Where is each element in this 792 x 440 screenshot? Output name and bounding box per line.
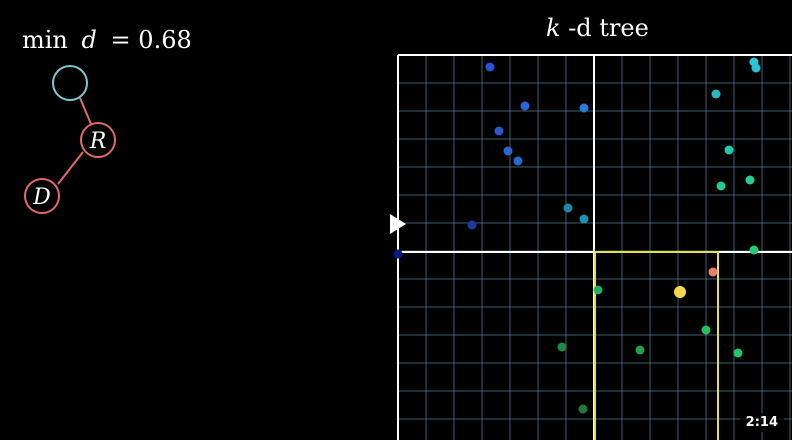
data-point xyxy=(579,214,589,224)
kd-plot xyxy=(393,54,792,440)
data-point xyxy=(578,404,588,414)
tree-diagram: R D xyxy=(24,65,116,214)
title-k: k xyxy=(546,14,561,42)
play-icon[interactable] xyxy=(386,210,410,238)
data-point xyxy=(563,203,573,213)
tree-edge-root-r xyxy=(79,97,92,125)
data-point xyxy=(749,245,759,255)
kd-tree-title: k -d tree xyxy=(546,14,649,42)
data-point xyxy=(724,145,734,155)
min-distance-label: min d = 0.68 xyxy=(22,26,192,54)
query-region-box xyxy=(594,251,719,440)
data-point xyxy=(503,146,513,156)
video-timestamp: 2:14 xyxy=(739,413,784,432)
data-point xyxy=(579,103,589,113)
tree-node-root xyxy=(52,65,88,101)
min-equals: = xyxy=(111,26,131,54)
tree-node-d xyxy=(24,178,60,214)
min-text: min xyxy=(22,26,68,54)
min-var: d xyxy=(82,26,97,54)
plot-points xyxy=(393,57,761,414)
data-point xyxy=(520,101,530,111)
tree-node-r-label: R xyxy=(89,129,107,154)
title-rest: -d tree xyxy=(568,14,649,42)
data-point xyxy=(751,63,761,73)
data-point xyxy=(701,325,711,335)
data-point xyxy=(711,89,721,99)
data-point xyxy=(593,285,603,295)
data-point xyxy=(393,249,403,259)
tree-edge-r-d xyxy=(57,151,84,185)
query-point xyxy=(674,286,686,298)
data-point xyxy=(745,175,755,185)
data-point xyxy=(733,348,743,358)
data-point xyxy=(716,181,726,191)
min-value: 0.68 xyxy=(138,26,191,54)
data-point xyxy=(485,62,495,72)
tree-node-d-label: D xyxy=(32,185,51,210)
data-point xyxy=(557,342,567,352)
data-point xyxy=(494,126,504,136)
data-point xyxy=(467,220,477,230)
tree-node-r xyxy=(80,122,116,158)
data-point xyxy=(513,156,523,166)
data-point xyxy=(635,345,645,355)
nearest-point xyxy=(708,267,718,277)
